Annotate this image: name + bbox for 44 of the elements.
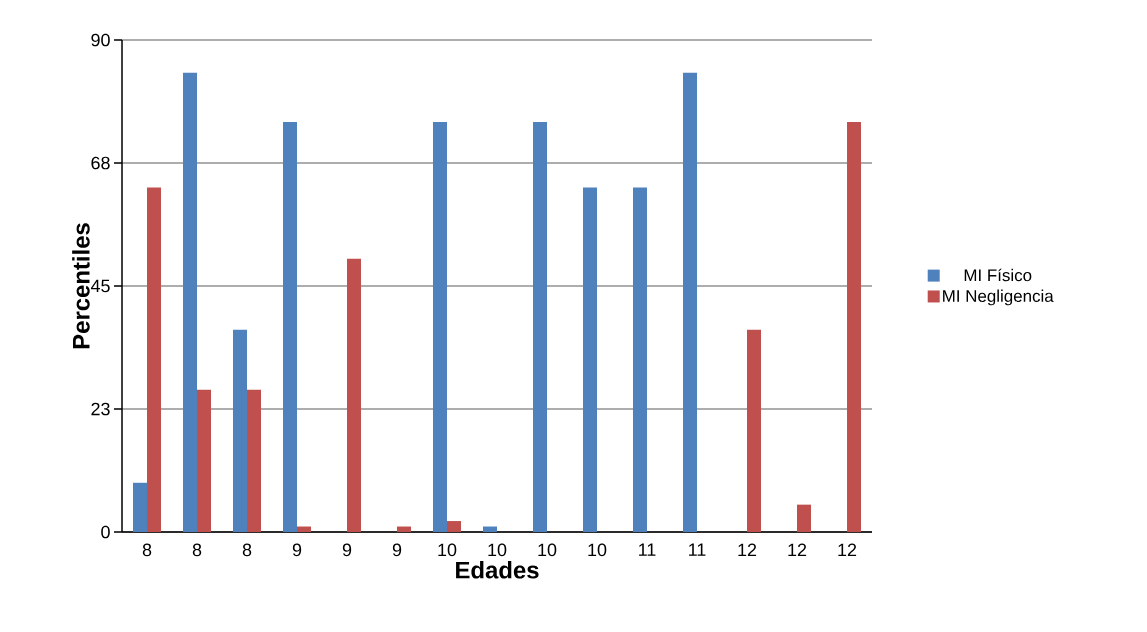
bar <box>447 521 462 532</box>
bar <box>247 389 262 532</box>
bar <box>133 482 148 532</box>
bar <box>397 526 412 532</box>
x-tick-label: 8 <box>142 543 152 557</box>
x-tick-label: 10 <box>438 543 457 557</box>
y-tick-label: 68 <box>91 156 110 170</box>
legend-label: MI Físico <box>964 268 1032 282</box>
y-tick-label: 23 <box>91 402 110 416</box>
x-tick-label: 10 <box>488 543 507 557</box>
y-tick-label: 0 <box>101 525 110 539</box>
bar <box>533 121 548 532</box>
bar <box>197 389 212 532</box>
bar <box>297 526 312 532</box>
y-tick-label: 90 <box>91 33 110 47</box>
x-tick-label: 12 <box>838 543 857 557</box>
bar <box>797 504 812 532</box>
y-tick-label: 45 <box>90 279 110 293</box>
bar <box>683 72 698 532</box>
bar <box>633 187 648 532</box>
x-tick-label: 12 <box>738 543 757 557</box>
bar <box>183 72 198 532</box>
bar <box>283 121 298 532</box>
bar <box>483 526 498 532</box>
x-tick-label: 10 <box>538 543 557 557</box>
x-axis-title: Edades <box>456 561 539 579</box>
bar <box>347 258 362 532</box>
bar <box>147 187 162 532</box>
x-tick-label: 9 <box>342 543 352 557</box>
x-tick-label: 9 <box>292 543 302 557</box>
bar <box>433 121 448 532</box>
bar <box>583 187 598 532</box>
legend-label: MI Negligencia <box>943 289 1054 306</box>
x-tick-label: 11 <box>639 543 656 556</box>
bar <box>847 121 862 532</box>
bar <box>747 329 762 532</box>
x-tick-label: 12 <box>788 543 807 557</box>
x-tick-label: 8 <box>192 543 202 557</box>
y-axis-title: Percentiles <box>72 223 90 349</box>
x-tick-label: 9 <box>392 543 402 557</box>
x-tick-label: 11 <box>689 543 706 556</box>
bar <box>233 329 248 532</box>
x-tick-label: 8 <box>242 543 252 557</box>
x-tick-label: 10 <box>588 543 607 557</box>
